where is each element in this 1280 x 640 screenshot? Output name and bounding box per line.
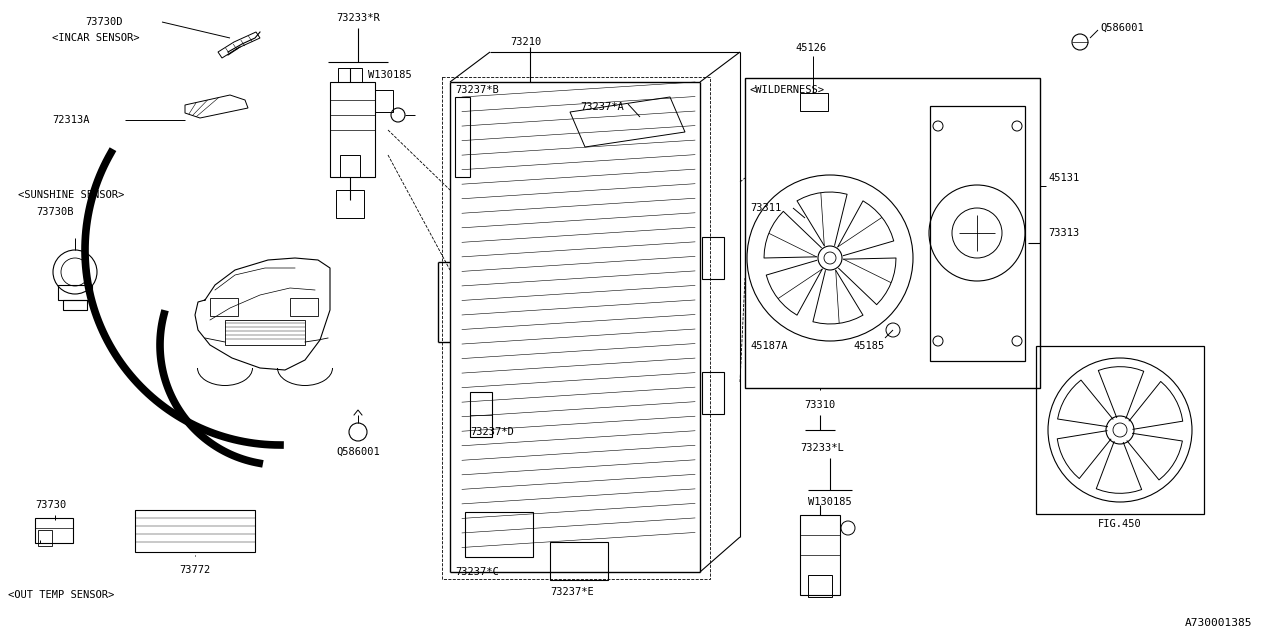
Bar — [335, 190, 364, 218]
Text: 45131: 45131 — [1048, 173, 1079, 183]
Text: 73233*R: 73233*R — [337, 13, 380, 23]
Bar — [442, 77, 710, 579]
Text: 73237*A: 73237*A — [580, 102, 623, 112]
Text: 45126: 45126 — [795, 43, 827, 53]
Text: FIG.450: FIG.450 — [1098, 519, 1142, 529]
Text: <SUNSHINE SENSOR>: <SUNSHINE SENSOR> — [18, 190, 124, 200]
Bar — [808, 575, 832, 597]
Text: <INCAR SENSOR>: <INCAR SENSOR> — [52, 33, 140, 43]
Bar — [35, 518, 73, 543]
Text: 73730D: 73730D — [84, 17, 123, 27]
Bar — [225, 320, 305, 345]
Text: 72313A: 72313A — [52, 115, 90, 125]
Bar — [745, 78, 1039, 388]
Text: W130185: W130185 — [369, 70, 412, 80]
Text: 73237*B: 73237*B — [454, 85, 499, 95]
Bar — [800, 93, 828, 111]
Text: 73730: 73730 — [35, 500, 67, 510]
Bar — [330, 82, 375, 177]
Circle shape — [1106, 416, 1134, 444]
Bar — [38, 530, 52, 546]
Text: 73233*L: 73233*L — [800, 443, 844, 453]
Bar — [134, 510, 255, 552]
Bar — [800, 515, 840, 595]
Circle shape — [818, 246, 842, 270]
Bar — [465, 512, 532, 557]
Bar — [470, 392, 492, 437]
Bar — [550, 542, 608, 580]
Text: 73237*D: 73237*D — [470, 427, 513, 437]
Bar — [291, 298, 317, 316]
Text: Q586001: Q586001 — [1100, 23, 1144, 33]
Bar — [63, 300, 87, 310]
Text: <WILDERNESS>: <WILDERNESS> — [750, 85, 826, 95]
Bar — [58, 285, 92, 300]
Bar — [210, 298, 238, 316]
Text: 73237*E: 73237*E — [550, 587, 594, 597]
Bar — [701, 372, 724, 414]
Text: 73237*C: 73237*C — [454, 567, 499, 577]
Text: 73210: 73210 — [509, 37, 541, 47]
Text: A730001385: A730001385 — [1185, 618, 1253, 628]
Bar — [454, 97, 470, 177]
Bar — [931, 106, 1025, 361]
Text: 45187A: 45187A — [750, 341, 787, 351]
Text: 73313: 73313 — [1048, 228, 1079, 238]
Text: W130185: W130185 — [808, 497, 851, 507]
Text: 73310: 73310 — [804, 400, 836, 410]
Bar — [375, 90, 393, 112]
Bar — [1036, 346, 1204, 514]
Text: 73772: 73772 — [179, 565, 211, 575]
Bar — [701, 237, 724, 279]
Text: <OUT TEMP SENSOR>: <OUT TEMP SENSOR> — [8, 590, 114, 600]
Text: Q586001: Q586001 — [337, 447, 380, 457]
Text: 73730B: 73730B — [36, 207, 73, 217]
Text: 73311: 73311 — [750, 203, 781, 213]
Bar — [338, 68, 362, 82]
Text: 45185: 45185 — [852, 341, 884, 351]
Bar — [340, 155, 360, 177]
